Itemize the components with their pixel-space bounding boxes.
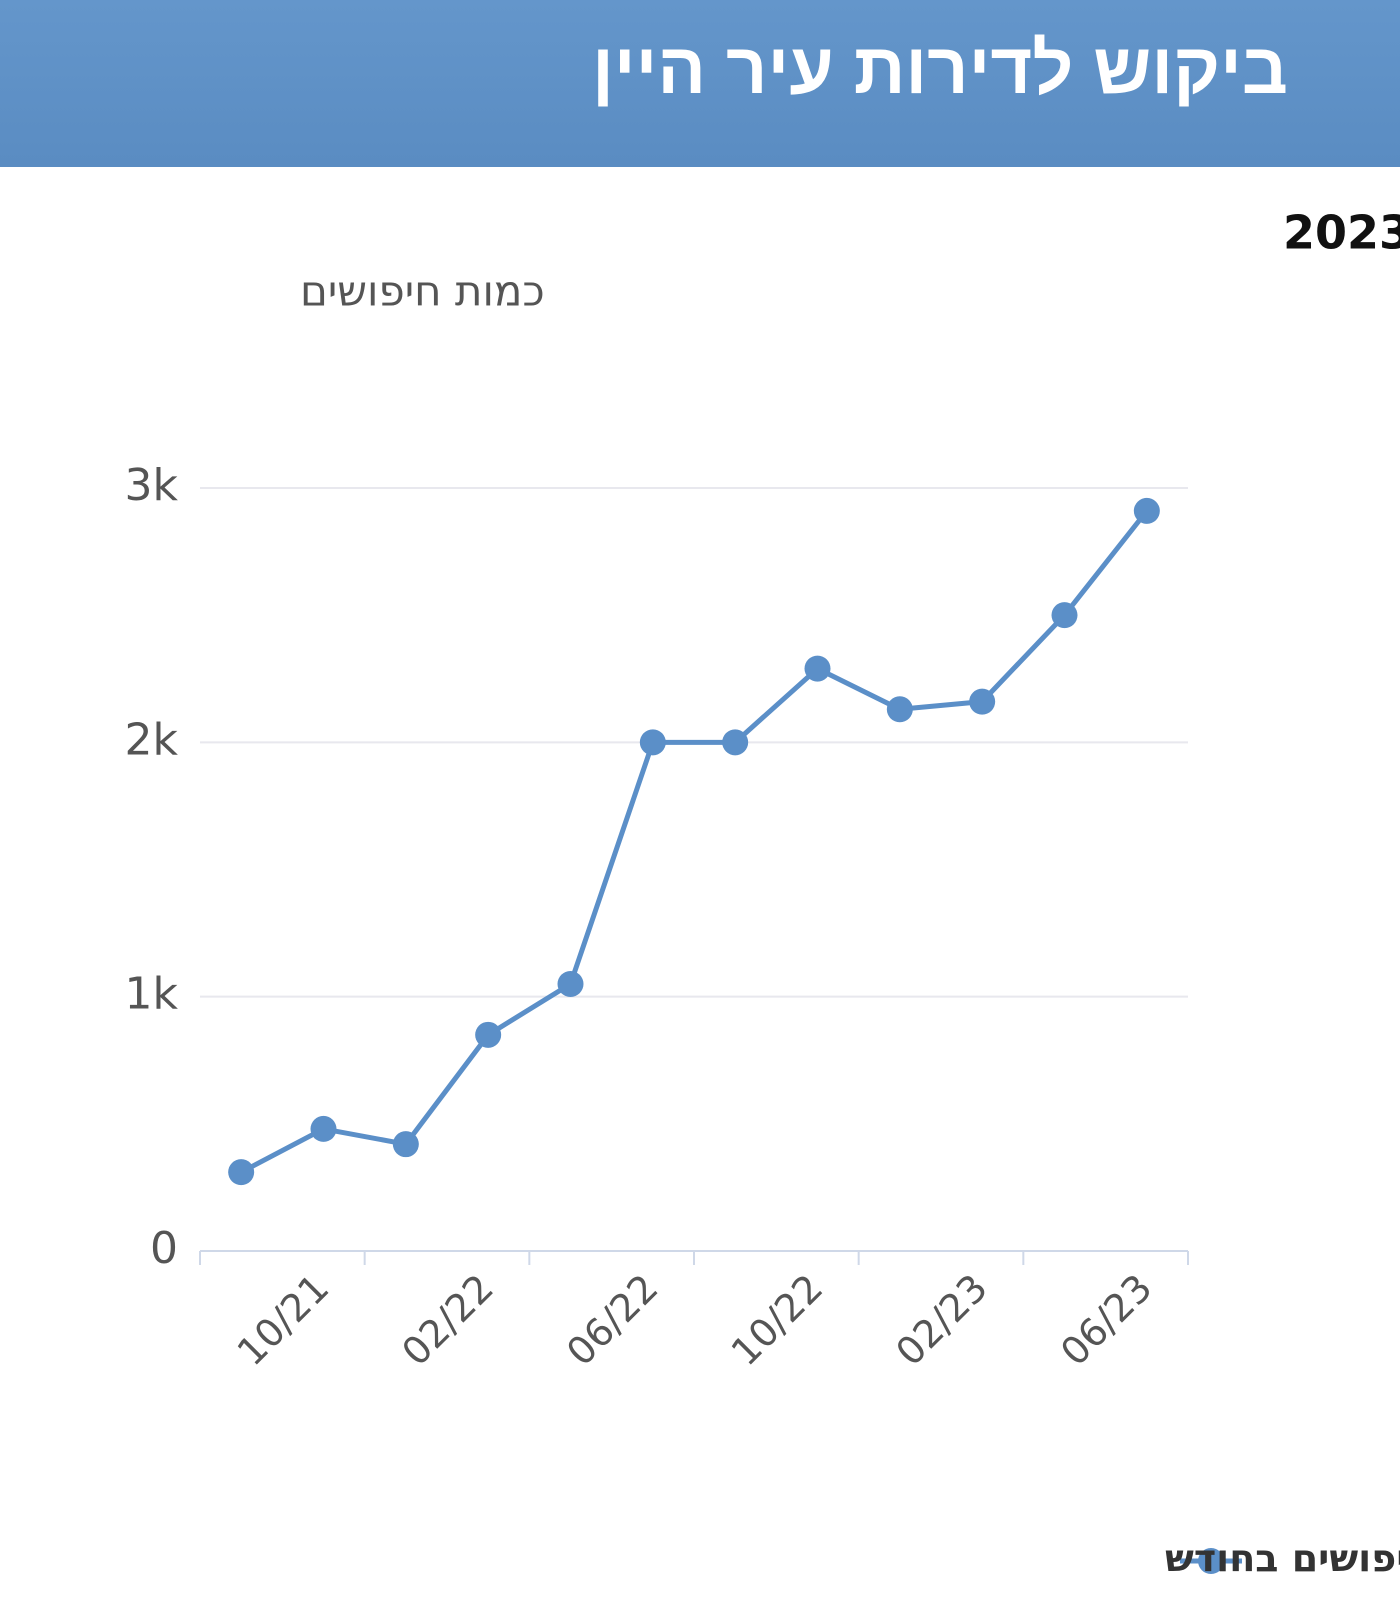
legend-label: חיפושים בחודש (1165, 1537, 1400, 1581)
point (310, 1115, 337, 1142)
y-tick-label: 2k (125, 714, 179, 765)
point (1051, 602, 1078, 629)
x-tick-label: 10/21 (229, 1266, 338, 1375)
point (557, 970, 584, 997)
point (392, 1131, 419, 1158)
y-tick-label: 1k (125, 969, 179, 1020)
legend-marker (1198, 1548, 1224, 1574)
x-tick-label: 10/22 (723, 1266, 832, 1375)
x-tick-label: 02/22 (393, 1266, 502, 1375)
point (722, 729, 749, 756)
point (639, 729, 666, 756)
chart-subtitle: אוגוסט 2021 - יוני 2023 (1283, 206, 1400, 260)
chart-title: ביקוש לדירות עיר היין (592, 29, 1288, 109)
x-tick-label: 06/23 (1052, 1266, 1161, 1375)
y-tick-label: 0 (150, 1223, 178, 1274)
line (240, 509, 1149, 1175)
y-axis-label: כמות חיפושים (300, 267, 545, 316)
point (804, 655, 831, 682)
point (886, 696, 913, 723)
point (969, 688, 996, 715)
point (1133, 497, 1160, 524)
x-tick-label: 06/22 (558, 1266, 667, 1375)
y-tick-label: 3k (125, 460, 179, 511)
x-tick-label: 02/23 (887, 1266, 996, 1375)
point (228, 1159, 255, 1186)
header: ביקוש לדירות עיר היין (0, 0, 1400, 167)
point (475, 1021, 502, 1048)
